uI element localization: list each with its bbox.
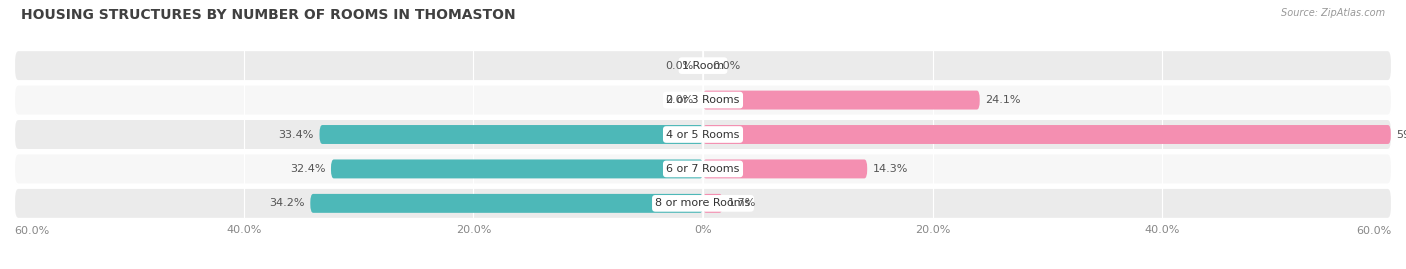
Text: 33.4%: 33.4%	[278, 129, 314, 140]
FancyBboxPatch shape	[14, 50, 1392, 81]
FancyBboxPatch shape	[703, 125, 1391, 144]
FancyBboxPatch shape	[311, 194, 703, 213]
Text: 34.2%: 34.2%	[269, 198, 305, 208]
Text: 8 or more Rooms: 8 or more Rooms	[655, 198, 751, 208]
Text: 1 Room: 1 Room	[682, 61, 724, 71]
FancyBboxPatch shape	[14, 119, 1392, 150]
Text: 32.4%: 32.4%	[290, 164, 325, 174]
FancyBboxPatch shape	[319, 125, 703, 144]
Text: 60.0%: 60.0%	[1357, 226, 1392, 236]
FancyBboxPatch shape	[14, 153, 1392, 185]
Text: HOUSING STRUCTURES BY NUMBER OF ROOMS IN THOMASTON: HOUSING STRUCTURES BY NUMBER OF ROOMS IN…	[21, 8, 516, 22]
Text: 4 or 5 Rooms: 4 or 5 Rooms	[666, 129, 740, 140]
FancyBboxPatch shape	[14, 84, 1392, 116]
Text: 6 or 7 Rooms: 6 or 7 Rooms	[666, 164, 740, 174]
Text: 1.7%: 1.7%	[728, 198, 756, 208]
Text: 2 or 3 Rooms: 2 or 3 Rooms	[666, 95, 740, 105]
Text: Source: ZipAtlas.com: Source: ZipAtlas.com	[1281, 8, 1385, 18]
Text: 0.0%: 0.0%	[713, 61, 741, 71]
FancyBboxPatch shape	[14, 188, 1392, 219]
Text: 60.0%: 60.0%	[14, 226, 49, 236]
FancyBboxPatch shape	[703, 194, 723, 213]
FancyBboxPatch shape	[703, 160, 868, 178]
Text: 24.1%: 24.1%	[986, 95, 1021, 105]
Text: 0.0%: 0.0%	[665, 95, 693, 105]
FancyBboxPatch shape	[330, 160, 703, 178]
Text: 59.9%: 59.9%	[1396, 129, 1406, 140]
Text: 14.3%: 14.3%	[873, 164, 908, 174]
Text: 0.0%: 0.0%	[665, 61, 693, 71]
FancyBboxPatch shape	[703, 91, 980, 109]
